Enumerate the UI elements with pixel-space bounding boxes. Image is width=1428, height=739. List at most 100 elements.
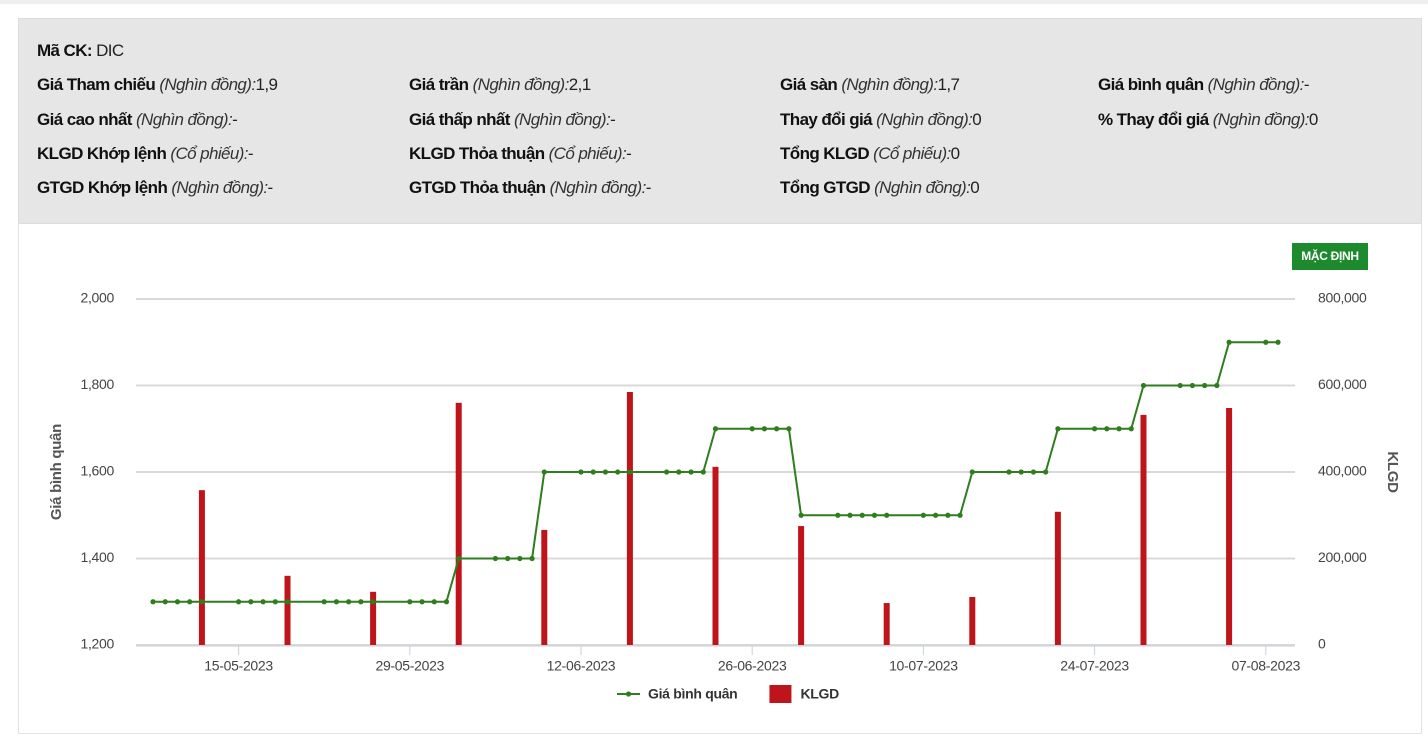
legend-label: Giá bình quân [648, 686, 737, 702]
info-label: KLGD Thỏa thuận [409, 144, 545, 163]
point [1177, 382, 1183, 389]
info-value: - [610, 110, 616, 129]
bar [1226, 407, 1233, 645]
info-value: DIC [96, 41, 124, 60]
point [663, 469, 670, 475]
bar [712, 466, 719, 645]
y2-tick-label: 800,000 [1318, 290, 1367, 306]
info-label: Giá cao nhất [37, 110, 132, 129]
point [260, 599, 266, 605]
info-cell: GTGD Khớp lệnh (Nghìn đồng):- [37, 178, 273, 198]
point [712, 426, 719, 432]
point [456, 555, 462, 562]
info-value: 0 [970, 178, 980, 197]
point [517, 555, 523, 562]
info-value: 0 [950, 144, 960, 163]
point [492, 555, 498, 562]
info-cell: Tổng GTGD (Nghìn đồng):0 [780, 178, 980, 198]
info-cell: Tổng KLGD (Cổ phiếu):0 [780, 144, 960, 164]
point [945, 512, 951, 518]
info-unit: (Nghìn đồng): [1207, 75, 1305, 94]
y-tick-label: 1,200 [80, 636, 114, 652]
x-tick-label: 10-07-2023 [889, 658, 958, 674]
info-value: - [645, 178, 652, 197]
y2-tick-label: 0 [1318, 636, 1326, 652]
default-button[interactable]: MẶC ĐỊNH [1292, 243, 1368, 270]
info-unit: (Nghìn đồng): [876, 110, 973, 129]
point [1116, 426, 1122, 432]
point [150, 599, 156, 605]
bar [1140, 414, 1147, 645]
point [1091, 426, 1098, 432]
point [1043, 469, 1049, 475]
y2-tick-label: 200,000 [1318, 549, 1367, 565]
point [969, 469, 975, 475]
point [1030, 469, 1037, 475]
x-tick-label: 07-08-2023 [1231, 658, 1300, 674]
point [272, 599, 278, 605]
point [1275, 339, 1281, 345]
info-label: Giá thấp nhất [409, 110, 510, 129]
bar [798, 526, 805, 645]
bar [626, 391, 633, 645]
point [920, 512, 926, 518]
point [346, 599, 352, 605]
point [578, 469, 584, 475]
point [407, 599, 413, 605]
point [627, 469, 633, 475]
info-value: 1,9 [255, 75, 278, 94]
legend-label: KLGD [800, 686, 839, 702]
point [1055, 426, 1061, 432]
point [1018, 469, 1024, 475]
bar [370, 591, 377, 645]
info-label: GTGD Khớp lệnh [37, 178, 168, 197]
info-value: - [247, 144, 254, 163]
info-unit: (Nghìn đồng): [135, 110, 233, 129]
info-cell: Giá cao nhất (Nghìn đồng):- [37, 110, 238, 130]
info-cell: KLGD Thỏa thuận (Cổ phiếu):- [409, 144, 632, 164]
point [1202, 382, 1208, 389]
x-tick-label: 12-06-2023 [547, 658, 616, 674]
point [248, 599, 254, 605]
x-tick-label: 15-05-2023 [204, 658, 273, 674]
y-tick-label: 1,600 [80, 463, 114, 479]
point [199, 599, 205, 605]
bar [541, 529, 548, 645]
bar [969, 596, 976, 645]
info-unit: (Cổ phiếu): [170, 144, 248, 163]
point [1189, 382, 1196, 389]
info-cell: GTGD Thỏa thuận (Nghìn đồng):- [409, 178, 651, 198]
info-cell: Mã CK: DIC [37, 41, 124, 61]
point [798, 512, 804, 518]
info-value: 2,1 [568, 75, 591, 94]
info-unit: (Nghìn đồng): [549, 178, 647, 197]
bar [198, 490, 205, 645]
point [333, 599, 340, 605]
info-value: - [267, 178, 274, 197]
y-axis-title: Giá bình quân [48, 424, 65, 520]
info-cell: Giá trần (Nghìn đồng):2,1 [409, 75, 591, 95]
point [321, 599, 327, 605]
info-label: Giá sàn [780, 75, 838, 94]
info-value: - [232, 110, 238, 129]
point [847, 512, 853, 518]
legend-swatch [769, 685, 792, 703]
info-label: Giá Tham chiếu [37, 75, 156, 94]
info-label: GTGD Thỏa thuận [409, 178, 546, 197]
point [162, 599, 168, 605]
info-unit: (Nghìn đồng): [171, 178, 268, 197]
point [1263, 339, 1269, 345]
point [541, 469, 547, 475]
y2-tick-label: 400,000 [1318, 463, 1367, 479]
point [1006, 469, 1012, 475]
info-unit: (Nghìn đồng): [841, 75, 938, 94]
info-value: 0 [1308, 110, 1318, 129]
x-tick-label: 26-06-2023 [718, 658, 787, 674]
info-label: Tổng GTGD [780, 178, 871, 197]
info-unit: (Cổ phiếu): [873, 144, 951, 163]
point [235, 599, 242, 605]
top-bar [0, 0, 1428, 4]
y-tick-label: 2,000 [80, 290, 114, 306]
point [884, 512, 890, 518]
